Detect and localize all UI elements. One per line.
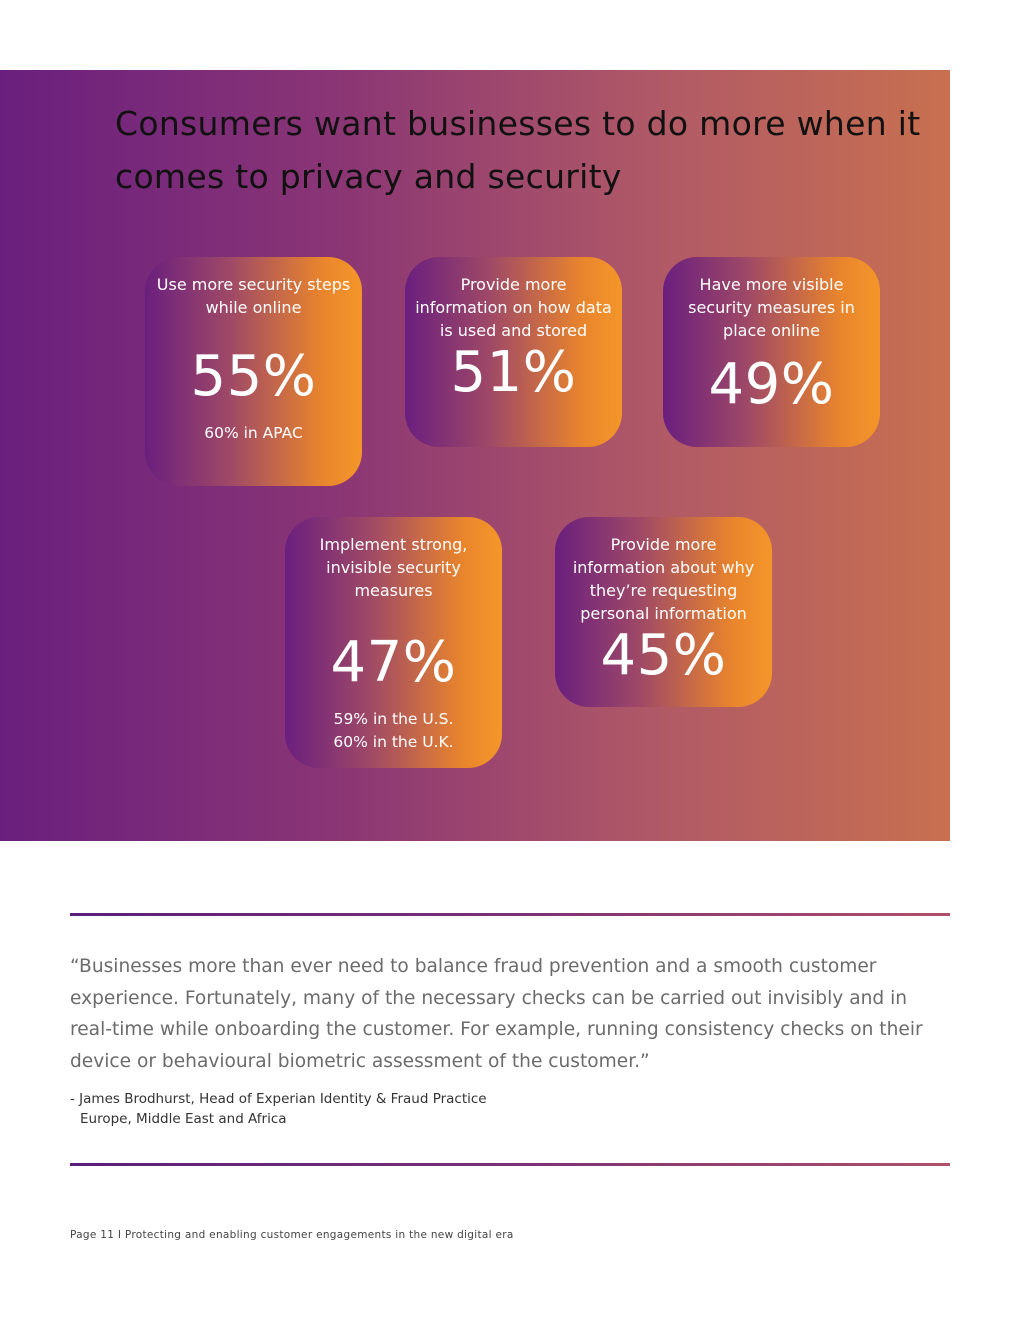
stat-percent: 45% <box>600 623 727 688</box>
stat-percent: 51% <box>450 340 577 405</box>
stat-note: 60% in APAC <box>204 424 303 442</box>
stat-label: Provide more information about why they’… <box>572 535 755 623</box>
divider-top <box>70 913 950 916</box>
stat-percent: 47% <box>330 630 457 695</box>
divider-bottom <box>70 1163 950 1166</box>
stat-label: Have more visible security measures in p… <box>688 275 855 340</box>
attribution-line: Europe, Middle East and Africa <box>80 1111 287 1127</box>
stat-note: 60% in the U.K. <box>333 733 454 751</box>
attribution-line: - James Brodhurst, Head of Experian Iden… <box>70 1091 487 1107</box>
quote-text: “Businesses more than ever need to balan… <box>70 956 923 1072</box>
page-footer: Page 11 I Protecting and enabling custom… <box>70 1229 514 1241</box>
quote-attribution: - James Brodhurst, Head of Experian Iden… <box>70 1089 670 1129</box>
stat-percent: 49% <box>708 352 835 417</box>
stat-card-security-steps: Use more security steps while online 55%… <box>145 257 362 486</box>
page-title: Consumers want businesses to do more whe… <box>115 104 921 196</box>
stat-label: Provide more information on how data is … <box>415 275 612 340</box>
stat-card-data-info: Provide more information on how data is … <box>405 257 622 447</box>
stat-percent: 55% <box>190 344 317 409</box>
stat-label: Implement strong, invisible security mea… <box>319 535 468 600</box>
stat-card-invisible-security: Implement strong, invisible security mea… <box>285 517 502 768</box>
stat-label: Use more security steps while online <box>156 275 351 317</box>
stat-note: 59% in the U.S. <box>333 710 454 728</box>
stat-card-visible-security: Have more visible security measures in p… <box>663 257 880 447</box>
stat-card-why-requesting: Provide more information about why they’… <box>555 517 772 707</box>
